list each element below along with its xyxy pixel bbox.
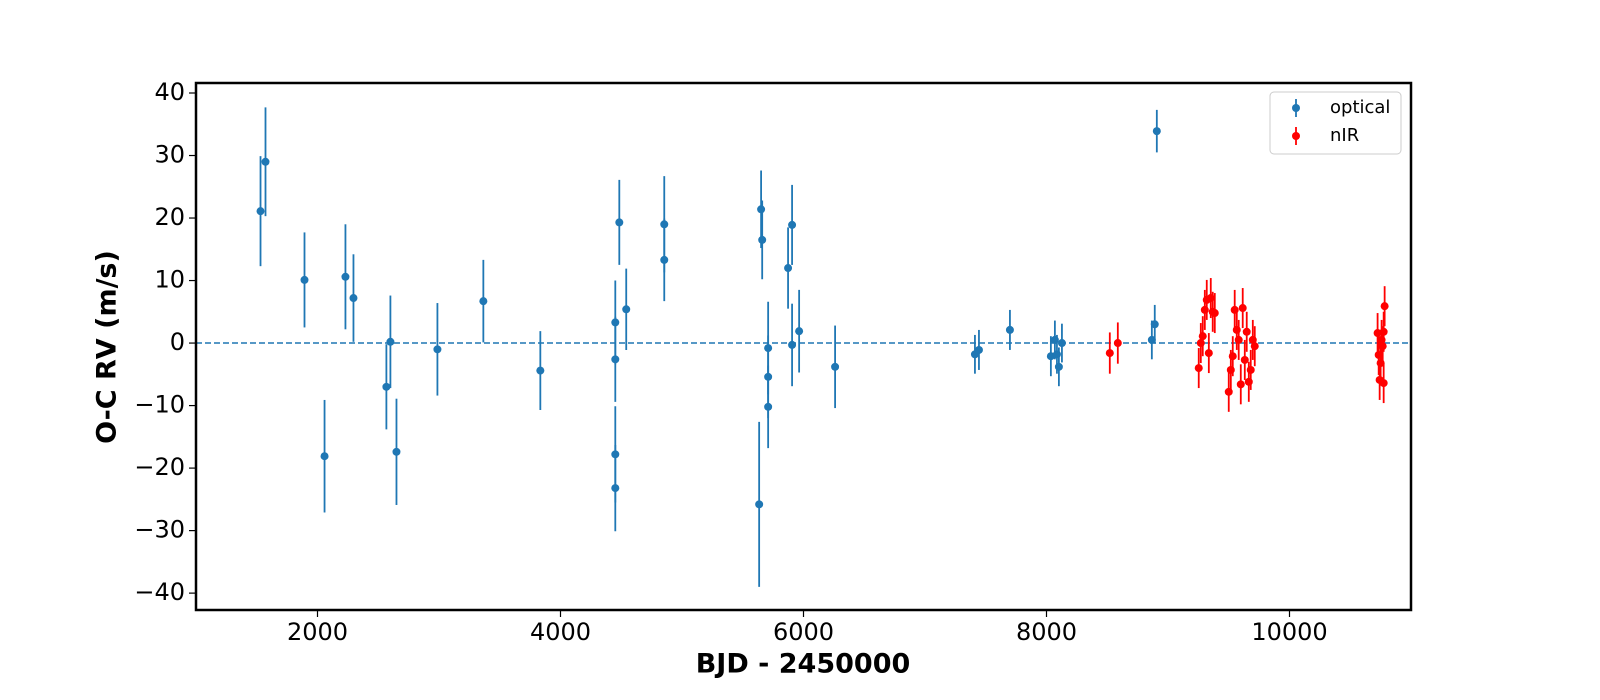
data-point bbox=[1238, 304, 1247, 313]
data-point bbox=[757, 205, 766, 214]
y-axis-label: O-C RV (m/s) bbox=[92, 250, 123, 444]
data-point bbox=[1194, 364, 1203, 373]
plot-frame bbox=[194, 81, 1413, 612]
data-point bbox=[1057, 339, 1066, 348]
data-point bbox=[1379, 379, 1388, 388]
data-point bbox=[974, 345, 983, 354]
y-tick-label: 0 bbox=[170, 328, 185, 356]
data-point bbox=[536, 366, 545, 375]
data-point bbox=[1240, 355, 1249, 364]
y-tick-label: 10 bbox=[154, 266, 185, 294]
data-point bbox=[382, 382, 391, 391]
data-point bbox=[1147, 335, 1156, 344]
data-point bbox=[479, 297, 488, 306]
data-point bbox=[392, 447, 401, 456]
data-point bbox=[1046, 352, 1055, 361]
data-point bbox=[1373, 329, 1382, 338]
legend-box bbox=[1269, 91, 1402, 155]
data-point bbox=[300, 275, 309, 284]
data-point bbox=[788, 340, 797, 349]
data-point bbox=[1204, 349, 1213, 358]
data-point bbox=[1234, 335, 1243, 344]
data-point bbox=[1198, 332, 1207, 341]
y-tick-label: −40 bbox=[134, 578, 185, 606]
legend-label: nIR bbox=[1330, 125, 1359, 146]
legend-marker bbox=[1292, 132, 1300, 140]
data-point bbox=[261, 157, 270, 166]
data-point bbox=[341, 272, 350, 281]
data-point bbox=[764, 402, 773, 411]
y-tick-label: −10 bbox=[134, 391, 185, 419]
data-point bbox=[784, 264, 793, 273]
x-axis-label: BJD - 2450000 bbox=[696, 649, 911, 680]
y-tick-label: 30 bbox=[154, 141, 185, 169]
data-point bbox=[433, 345, 442, 354]
data-point bbox=[795, 327, 804, 336]
data-point bbox=[1379, 327, 1388, 336]
data-point bbox=[611, 355, 620, 364]
data-point bbox=[1378, 342, 1387, 351]
data-point bbox=[615, 218, 624, 227]
y-tick-label: 20 bbox=[154, 203, 185, 231]
data-point bbox=[831, 362, 840, 371]
data-point bbox=[1250, 342, 1259, 351]
data-point bbox=[1236, 380, 1245, 389]
data-point bbox=[611, 484, 620, 493]
x-tick-label: 6000 bbox=[773, 618, 834, 646]
data-point bbox=[386, 337, 395, 346]
data-point bbox=[1113, 339, 1122, 348]
data-point bbox=[320, 452, 329, 461]
data-point bbox=[660, 255, 669, 264]
data-point bbox=[1246, 365, 1255, 374]
data-point bbox=[758, 235, 767, 244]
data-point bbox=[1005, 325, 1014, 334]
data-point bbox=[755, 500, 764, 509]
y-tick-label: −30 bbox=[134, 516, 185, 544]
data-point bbox=[1380, 302, 1389, 311]
x-tick-label: 4000 bbox=[530, 618, 591, 646]
y-tick-label: 40 bbox=[154, 78, 185, 106]
data-point bbox=[1105, 349, 1114, 358]
legend-label: optical bbox=[1330, 97, 1390, 118]
data-point bbox=[1150, 320, 1159, 329]
y-tick-label: −20 bbox=[134, 453, 185, 481]
data-point bbox=[349, 294, 358, 303]
data-point bbox=[1210, 309, 1219, 318]
data-point bbox=[1228, 352, 1237, 361]
x-tick-label: 8000 bbox=[1016, 618, 1077, 646]
data-point bbox=[1152, 127, 1161, 136]
legend-marker bbox=[1292, 104, 1300, 112]
x-tick-label: 10000 bbox=[1251, 618, 1327, 646]
data-point bbox=[622, 305, 631, 314]
data-point bbox=[1242, 327, 1251, 336]
data-point bbox=[788, 220, 797, 229]
data-point bbox=[1054, 362, 1063, 371]
x-tick-label: 2000 bbox=[287, 618, 348, 646]
data-point bbox=[256, 207, 265, 216]
